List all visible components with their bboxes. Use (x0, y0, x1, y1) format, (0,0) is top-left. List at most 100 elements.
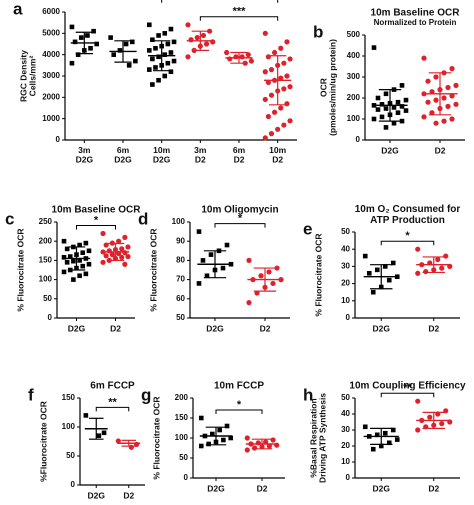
data-point (284, 101, 290, 107)
data-point (390, 260, 396, 266)
data-point (185, 22, 191, 28)
y-tick-label: 400 (347, 51, 361, 60)
data-point (433, 97, 439, 103)
data-point (378, 443, 384, 449)
data-point (287, 118, 293, 124)
data-point (395, 110, 401, 115)
x-tick-label: D2G (207, 483, 225, 493)
data-point (69, 24, 75, 30)
data-point (266, 269, 272, 275)
significance-label: * (94, 214, 99, 226)
y-tick-label: 200 (347, 93, 361, 102)
panel-title: 10m Coupling Efficiency (349, 381, 466, 392)
data-point (370, 289, 376, 295)
data-point (220, 265, 226, 271)
data-point (391, 105, 397, 110)
y-tick-label: 100 (39, 275, 53, 284)
data-point (150, 37, 155, 43)
y-tick-label: 0 (346, 473, 351, 482)
y-axis-label: OCR(pmoles/min/ug protein) (319, 39, 338, 136)
data-point (91, 28, 96, 34)
data-point (403, 97, 409, 103)
data-point (362, 253, 368, 259)
data-point (228, 435, 234, 441)
y-tick-label: 30 (341, 262, 350, 271)
x-tick-label: D2 (428, 323, 439, 333)
data-point (443, 253, 449, 259)
data-point (403, 108, 409, 113)
y-axis-label: % Fluorocitrate OCR (313, 233, 323, 316)
data-point (146, 48, 152, 53)
data-point (423, 268, 429, 275)
y-tick-label: 90 (176, 236, 185, 245)
data-point (100, 230, 106, 237)
significance-bar (380, 240, 435, 246)
data-point (146, 22, 152, 28)
data-point (449, 93, 455, 99)
data-point (284, 39, 290, 45)
data-point (370, 446, 376, 452)
x-tick-label: D2 (257, 483, 268, 493)
y-tick-label: 200 (39, 236, 53, 245)
data-point (77, 258, 82, 263)
data-point (75, 52, 81, 57)
data-point (77, 242, 82, 248)
y-tick-label: 50 (43, 294, 52, 303)
data-point (394, 437, 400, 442)
y-tick-label: 250 (39, 217, 53, 226)
y-tick-label: 30 (341, 425, 350, 434)
data-point (270, 437, 276, 443)
x-tick-label: D2 (110, 323, 121, 333)
significance-label: ** (108, 396, 117, 408)
data-point (258, 273, 264, 279)
data-point (449, 116, 455, 122)
data-point (125, 244, 131, 250)
panel-title: 10m O₂ Consumed for ATP Production (355, 204, 461, 226)
significance-label: * (405, 230, 410, 242)
data-point (103, 253, 109, 259)
data-point (262, 30, 268, 36)
data-point (210, 431, 215, 437)
data-point (268, 131, 275, 137)
panel-title: 10m Baseline OCR (52, 205, 142, 216)
y-tick-label: 100 (347, 114, 361, 123)
data-point (374, 432, 380, 438)
data-point (168, 50, 174, 55)
data-point (453, 82, 459, 88)
data-point (399, 83, 405, 88)
data-point (399, 118, 405, 124)
data-point (244, 447, 250, 453)
data-point (71, 258, 76, 264)
data-point (375, 95, 381, 101)
data-point (185, 54, 191, 60)
panel: d 10m Oligomycin % Fluorocitrate OCR 50 60 70… (138, 205, 290, 333)
data-point (61, 238, 67, 244)
significance-label: *** (233, 6, 247, 18)
data-point (72, 39, 78, 45)
data-point (83, 240, 89, 246)
y-tick-label: 2000 (42, 92, 60, 101)
data-point (390, 427, 396, 433)
data-point (119, 246, 125, 252)
y-tick-label: 40 (341, 244, 350, 253)
y-tick-label: 0 (71, 480, 76, 489)
data-point (382, 264, 388, 269)
data-point (415, 427, 421, 433)
data-point (61, 269, 67, 275)
data-point (64, 246, 70, 252)
y-tick-label: 10 (341, 296, 350, 305)
data-point (278, 75, 284, 81)
panel-letter: f (28, 385, 34, 404)
data-point (198, 443, 204, 449)
y-axis-label: %Basal RespirationDriving ATP Synthesis (309, 393, 328, 483)
y-tick-label: 80 (176, 256, 185, 265)
data-point (165, 41, 171, 47)
data-point (246, 300, 252, 306)
data-point (433, 74, 439, 80)
data-point (61, 255, 67, 260)
data-point (129, 39, 135, 45)
y-tick-label: 5000 (42, 28, 60, 37)
data-point (371, 45, 377, 50)
data-point (262, 135, 268, 141)
data-point (100, 259, 106, 265)
